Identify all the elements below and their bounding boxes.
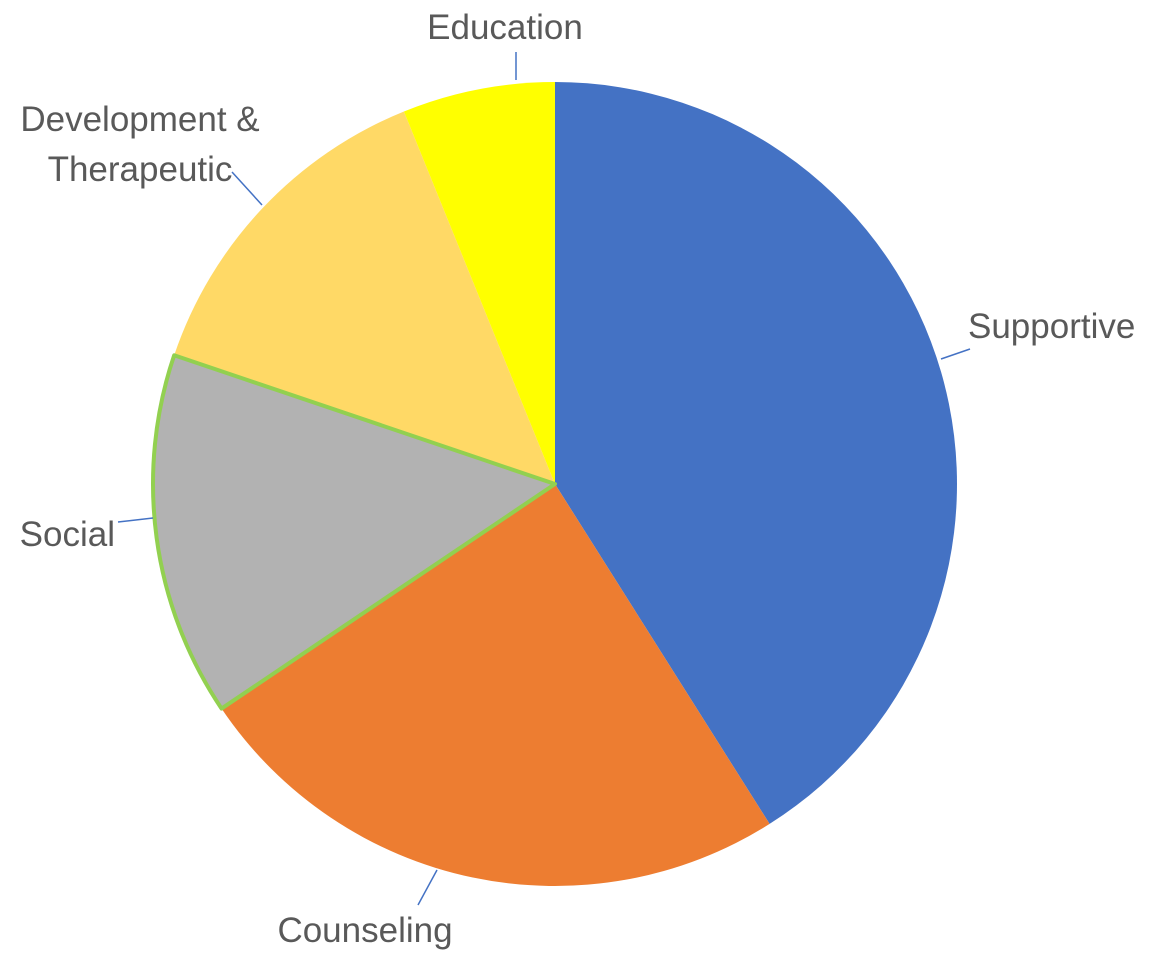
slice-label-counseling: Counseling [277,911,452,950]
labels-layer: Supportive Counseling Social Development & T… [20,8,1136,950]
pie-slice-development-and-therapeutic [174,111,555,485]
slices-layer [151,82,957,886]
pie-slice-social [151,353,557,711]
pie-slice-education [403,82,555,484]
slice-label-development-and-therapeutic-line-1: Development & [20,100,259,139]
leader-line-counseling [417,869,438,906]
leader-line-supportive [940,348,971,360]
slice-label-supportive: Supportive [968,307,1135,346]
leader-line-social [117,517,154,523]
slice-label-development-and-therapeutic-line-2: Therapeutic [48,150,233,189]
leaders-layer [117,52,971,906]
slice-label-social: Social [20,515,115,554]
leader-line-development-and-therapeutic [231,171,263,206]
pie-slice-supportive [555,82,957,824]
pie-slice-counseling [221,484,770,886]
slice-label-education: Education [427,8,583,47]
